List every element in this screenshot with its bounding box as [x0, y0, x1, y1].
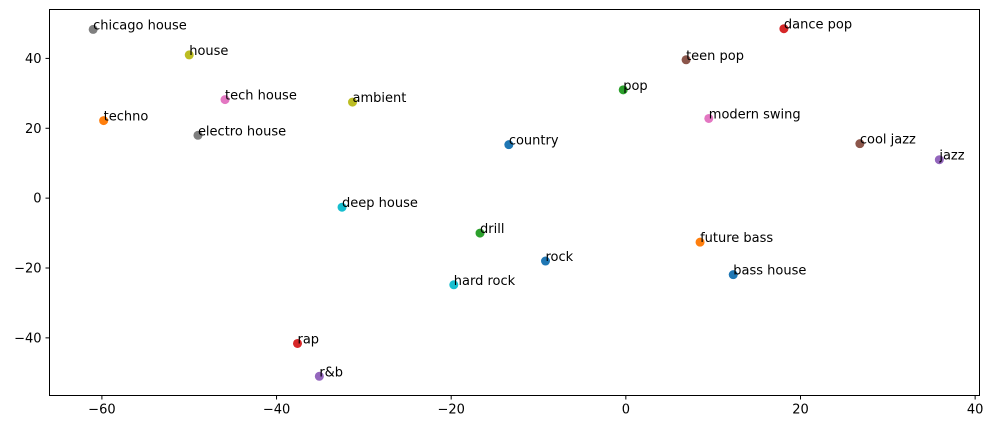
- data-point: [504, 140, 514, 150]
- y-tick-label: −40: [14, 331, 41, 346]
- data-point: [88, 24, 98, 34]
- data-point: [728, 270, 738, 280]
- y-axis: −40 −20 0 20 40: [14, 52, 50, 346]
- data-point: [293, 338, 302, 348]
- point-label: country: [509, 134, 559, 149]
- point-label: drill: [480, 222, 504, 237]
- y-tick-label: 20: [25, 122, 42, 137]
- x-tick-label: 40: [967, 403, 984, 418]
- data-point: [449, 280, 459, 290]
- point-label: electro house: [198, 124, 286, 139]
- data-point: [541, 256, 550, 266]
- point-label: techno: [104, 110, 149, 125]
- data-point: [184, 50, 194, 60]
- point-label: pop: [623, 79, 647, 94]
- point-label: dance pop: [784, 18, 852, 33]
- data-point: [695, 237, 705, 247]
- data-point: [314, 371, 324, 381]
- data-point: [99, 116, 109, 126]
- point-label: deep house: [342, 196, 418, 211]
- x-tick-label: 20: [792, 403, 809, 418]
- data-point: [220, 95, 230, 105]
- point-label: modern swing: [709, 107, 801, 122]
- point-label: house: [189, 44, 228, 59]
- point-label: chicago house: [93, 18, 187, 33]
- x-tick-label: 0: [622, 403, 630, 418]
- point-label: cool jazz: [860, 133, 916, 148]
- data-point: [348, 97, 358, 107]
- point-label: r&b: [319, 365, 343, 380]
- x-tick-label: −60: [88, 403, 115, 418]
- point-label: hard rock: [454, 274, 516, 289]
- x-tick-label: −20: [437, 403, 464, 418]
- y-tick-label: 40: [25, 52, 42, 67]
- data-point: [618, 85, 628, 95]
- point-label: tech house: [225, 89, 297, 104]
- data-point: [337, 202, 347, 212]
- y-tick-label: 0: [33, 192, 41, 207]
- data-point: [934, 155, 944, 165]
- data-point: [779, 24, 789, 34]
- data-point: [855, 139, 865, 149]
- point-label: rock: [546, 250, 574, 265]
- point-label: future bass: [700, 231, 773, 246]
- point-label: teen pop: [686, 49, 744, 64]
- point-label: ambient: [353, 91, 407, 106]
- data-point: [193, 130, 203, 140]
- y-tick-label: −20: [14, 261, 41, 276]
- point-label: rap: [298, 332, 320, 347]
- data-points: [88, 24, 944, 381]
- data-point: [475, 228, 485, 238]
- point-label: jazz: [938, 149, 964, 164]
- point-label: bass house: [733, 264, 806, 279]
- x-axis: −60 −40 −20 0 20 40: [88, 395, 984, 418]
- x-tick-label: −40: [263, 403, 290, 418]
- data-point: [704, 113, 714, 123]
- plot-area: [49, 9, 980, 396]
- data-point: [681, 55, 691, 65]
